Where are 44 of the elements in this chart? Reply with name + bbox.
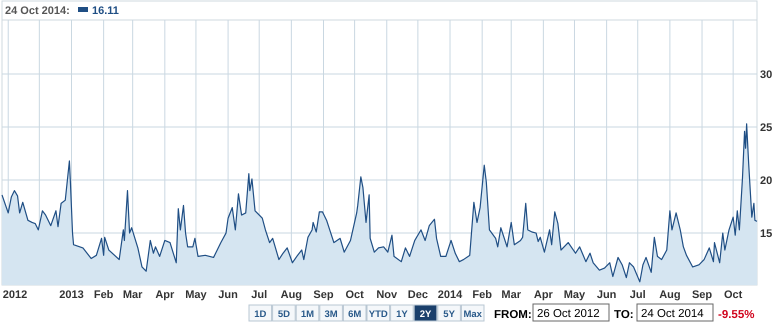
- x-tick-label: Mar: [501, 289, 522, 301]
- x-tick-label: Jun: [218, 289, 238, 301]
- x-tick-label: Dec: [408, 289, 428, 301]
- text: 24 Oct 2014: [641, 308, 704, 320]
- text: 5D: [278, 309, 290, 320]
- text: 6M: [348, 309, 362, 320]
- x-tick-label: Aug: [659, 289, 681, 301]
- x-tick-label: May: [564, 289, 586, 301]
- x-tick-label: Oct: [345, 289, 364, 301]
- x-tick-label: Jul: [630, 289, 646, 301]
- text: Max: [463, 309, 483, 320]
- text: YTD: [368, 309, 388, 320]
- text: 5Y: [443, 309, 456, 320]
- text: 3M: [324, 309, 338, 320]
- x-tick-label: Nov: [376, 289, 398, 301]
- x-tick-label: Sep: [692, 289, 712, 301]
- y-tick-label: 25: [760, 122, 772, 134]
- text: 1M: [300, 309, 314, 320]
- y-tick-label: 20: [760, 175, 772, 188]
- x-tick-label: May: [185, 289, 208, 301]
- x-tick-label: Sep: [313, 289, 334, 301]
- x-tick-label: Apr: [534, 289, 554, 301]
- text: -9.55%: [718, 309, 754, 321]
- text: TO:: [614, 309, 634, 321]
- text: 1D: [254, 309, 267, 320]
- text: FROM:: [494, 309, 532, 321]
- x-tick-label: 2014: [438, 289, 464, 301]
- x-tick-label: Feb: [472, 289, 492, 301]
- text: 1Y: [396, 309, 408, 320]
- x-tick-label: Feb: [94, 289, 114, 301]
- x-tick-label: 2012: [2, 289, 28, 301]
- y-tick-label: 15: [760, 228, 772, 240]
- x-tick-label: Jun: [596, 289, 617, 301]
- text: 24 Oct 2014:: [5, 5, 70, 17]
- text: 2Y: [420, 309, 432, 320]
- y-tick-label: 30: [760, 69, 772, 82]
- x-tick-label: Mar: [122, 289, 144, 301]
- x-tick-label: Aug: [280, 289, 302, 301]
- x-tick-label: Apr: [155, 289, 176, 301]
- text: 26 Oct 2012: [537, 308, 600, 320]
- x-tick-label: 2013: [59, 289, 84, 301]
- x-tick-label: Oct: [724, 289, 743, 301]
- text: 16.11: [92, 5, 119, 17]
- x-tick-label: Jul: [251, 289, 268, 301]
